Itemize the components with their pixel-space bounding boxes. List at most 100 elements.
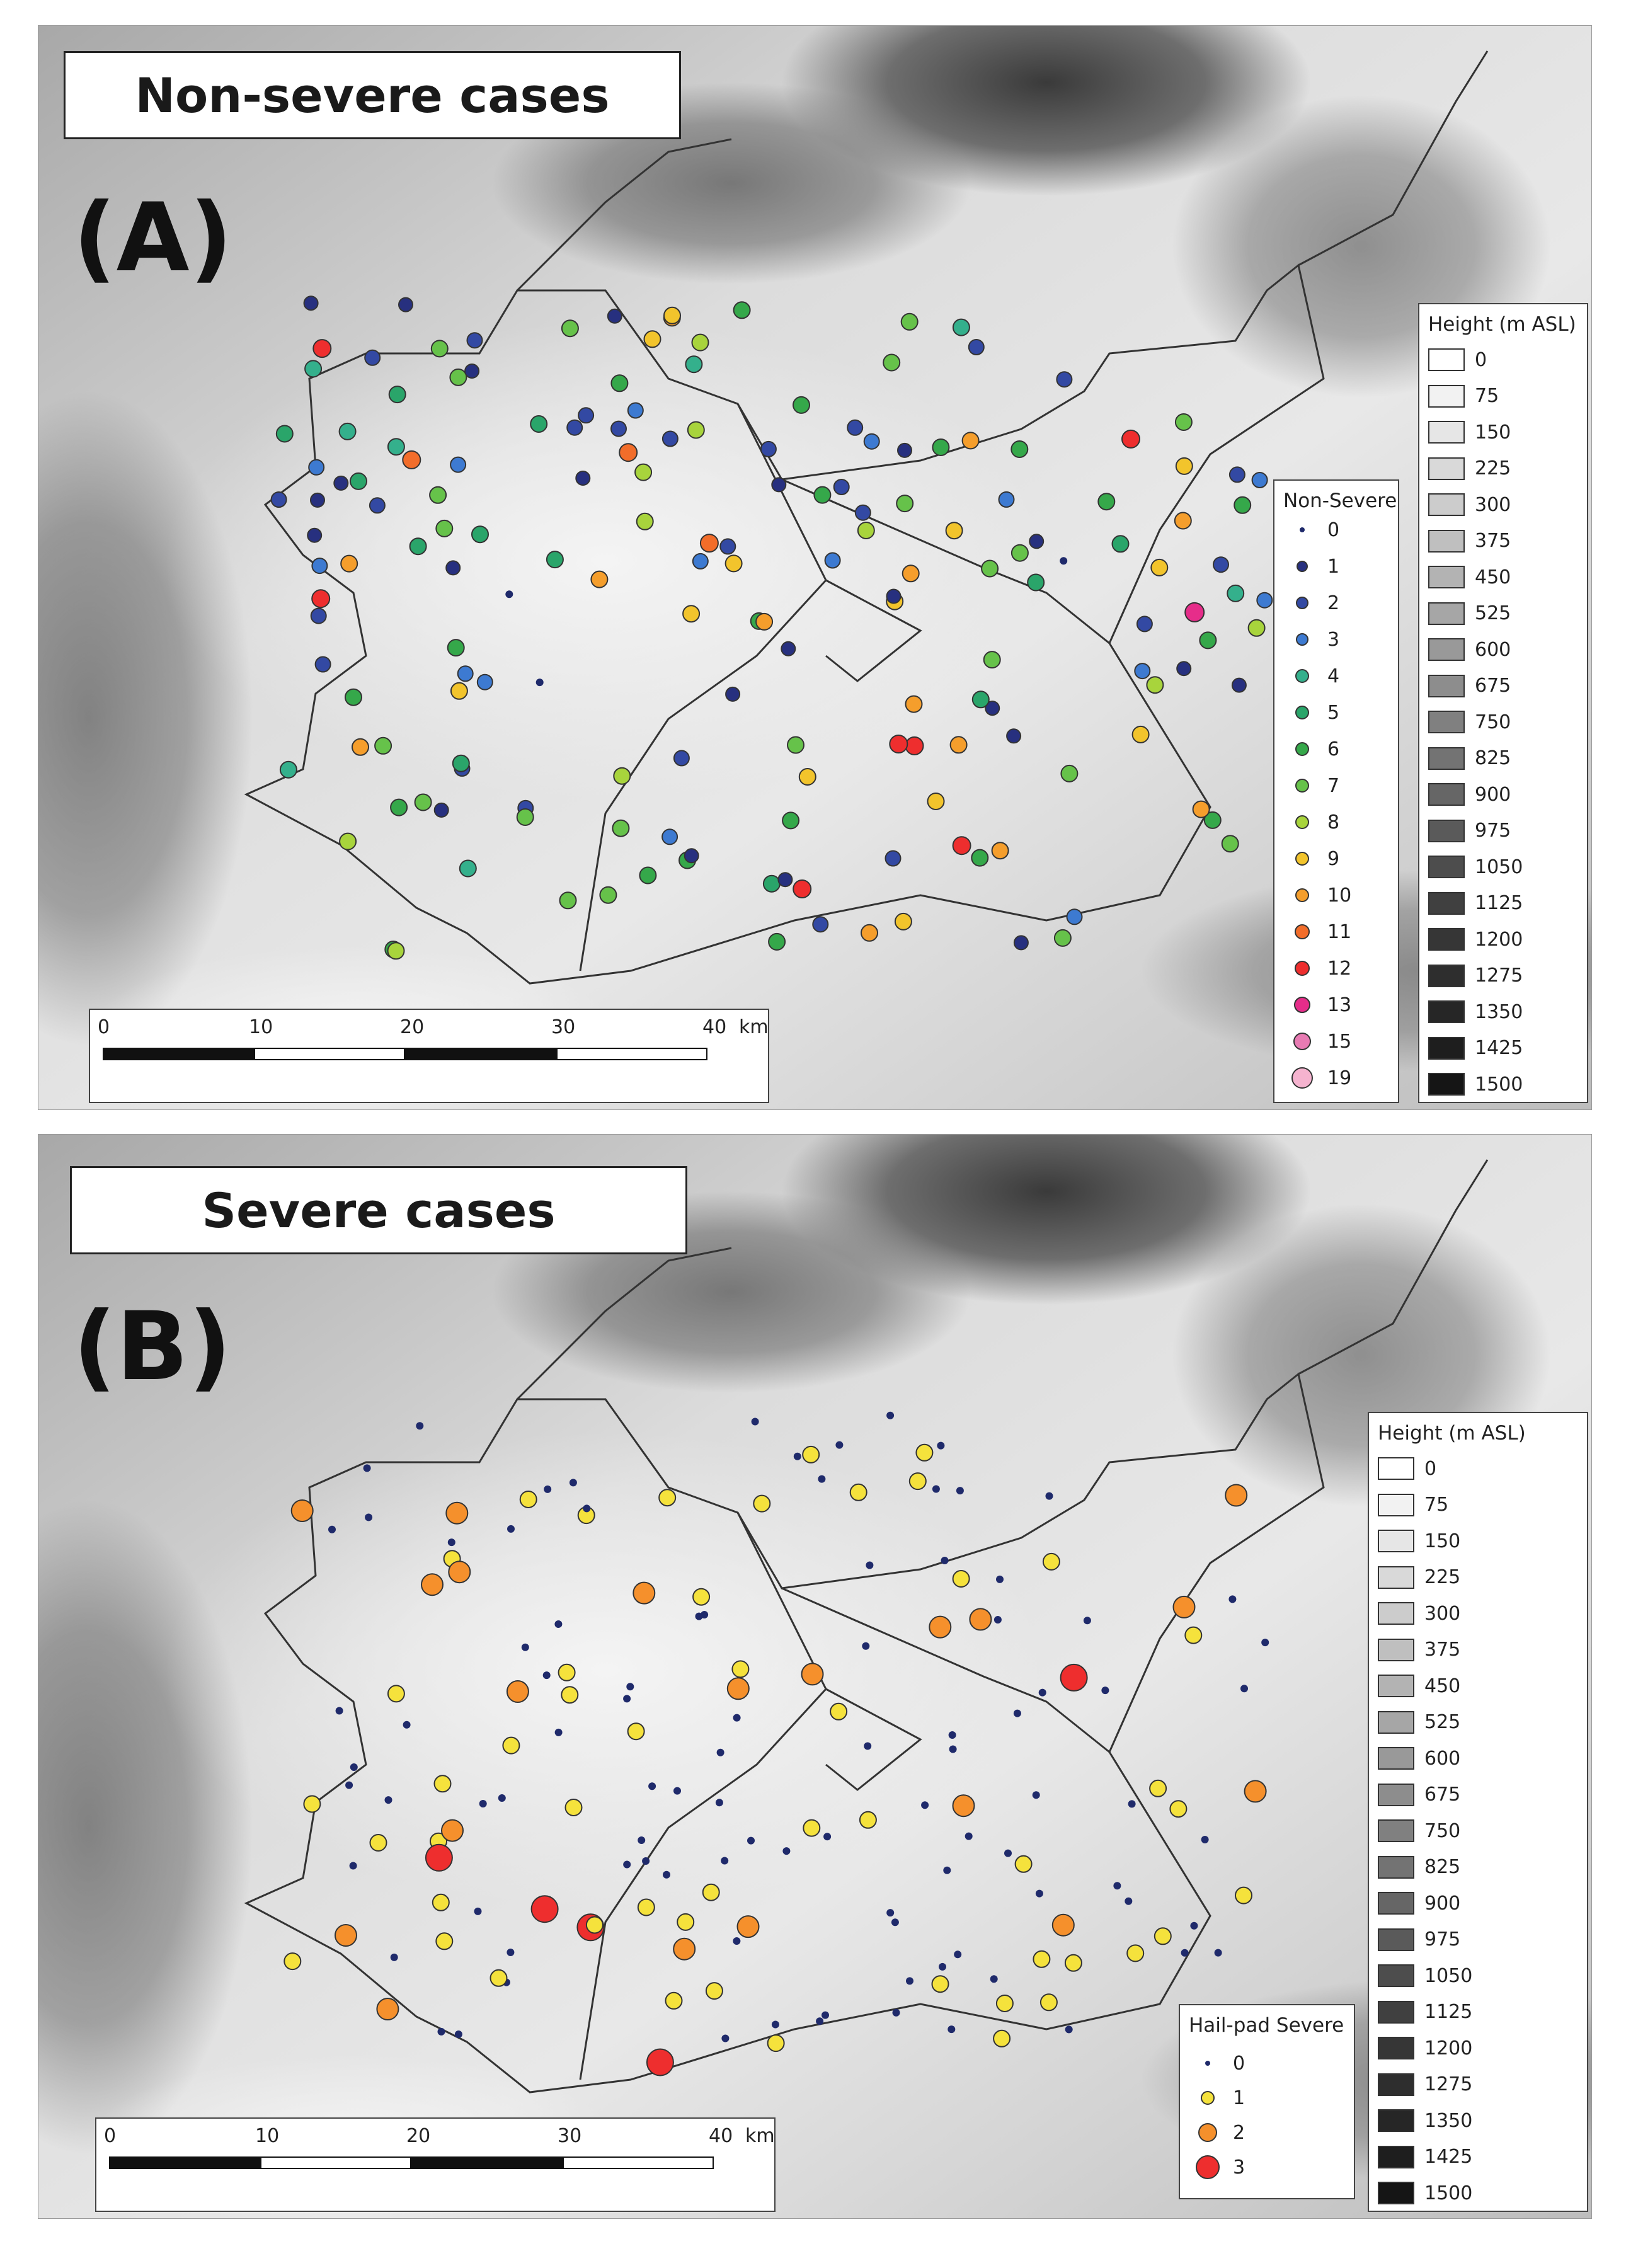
scale-unit: km xyxy=(745,2125,775,2147)
station-point xyxy=(1035,1889,1043,1898)
station-point xyxy=(416,1422,424,1430)
station-point xyxy=(952,1570,970,1588)
station-point xyxy=(275,425,294,443)
legend-marker xyxy=(1201,2091,1215,2105)
height-level-1500: 1500 xyxy=(1369,2179,1472,2207)
height-level-750: 750 xyxy=(1369,1817,1460,1845)
station-point xyxy=(583,1504,591,1513)
station-point xyxy=(731,1660,750,1678)
station-point xyxy=(474,1907,482,1915)
station-point xyxy=(661,828,678,845)
station-point xyxy=(627,402,644,419)
station-point xyxy=(445,1501,469,1525)
station-point xyxy=(1256,592,1273,609)
station-point xyxy=(684,848,699,864)
station-point xyxy=(1174,413,1193,431)
legend-class-15: 15 xyxy=(1274,1028,1351,1055)
height-level-label: 375 xyxy=(1424,1639,1461,1661)
station-point xyxy=(435,1932,454,1950)
legend-title: Height (m ASL) xyxy=(1428,313,1576,336)
station-point xyxy=(883,353,901,372)
station-point xyxy=(402,450,421,469)
station-point xyxy=(1251,472,1268,488)
station-point xyxy=(1011,544,1029,562)
station-point xyxy=(782,811,800,830)
station-point xyxy=(447,639,465,657)
station-point xyxy=(862,1642,870,1650)
station-point xyxy=(471,525,489,544)
station-point xyxy=(1240,1685,1248,1693)
station-point xyxy=(311,558,328,575)
station-point xyxy=(886,588,902,604)
station-point xyxy=(637,1898,655,1916)
scale-segment xyxy=(260,2156,411,2169)
height-swatch xyxy=(1428,819,1465,842)
station-point xyxy=(762,874,781,893)
station-point xyxy=(857,522,875,539)
station-point xyxy=(1126,1944,1145,1962)
station-point xyxy=(1181,1949,1189,1957)
legend-class-5: 5 xyxy=(1274,699,1339,726)
station-point xyxy=(1184,1626,1203,1644)
station-point xyxy=(725,686,741,702)
station-point xyxy=(937,1441,945,1450)
scale-segment xyxy=(405,1048,556,1060)
station-point xyxy=(1027,573,1045,592)
station-point xyxy=(900,312,919,331)
station-point xyxy=(854,504,871,521)
station-point xyxy=(906,1977,913,1985)
legend-label: 4 xyxy=(1327,665,1340,687)
height-swatch xyxy=(1378,1747,1414,1770)
height-level-label: 75 xyxy=(1424,1494,1449,1516)
height-swatch xyxy=(1378,2000,1414,2024)
station-point xyxy=(1154,1927,1172,1945)
station-point xyxy=(702,1883,720,1901)
legend-label: 8 xyxy=(1327,811,1340,833)
station-point xyxy=(998,491,1015,508)
height-level-label: 1275 xyxy=(1475,965,1523,987)
station-point xyxy=(971,849,989,867)
station-point xyxy=(896,495,914,513)
station-point xyxy=(328,1525,336,1533)
height-level-label: 1125 xyxy=(1475,892,1523,914)
legend-label: 3 xyxy=(1233,2156,1245,2179)
station-point xyxy=(685,355,703,374)
station-point xyxy=(384,1796,392,1804)
station-point xyxy=(818,1475,826,1483)
station-point xyxy=(1172,1595,1196,1618)
station-point xyxy=(954,1950,962,1959)
station-point xyxy=(1234,496,1252,514)
height-level-75: 75 xyxy=(1419,382,1499,410)
scale-bar: 0 10 20 30 40 km xyxy=(89,1009,769,1103)
height-swatch xyxy=(1378,1530,1414,1552)
station-points-a xyxy=(270,295,1273,960)
height-swatch xyxy=(1378,1602,1414,1625)
legend-marker xyxy=(1295,888,1309,902)
station-point xyxy=(643,330,661,348)
station-point xyxy=(787,736,804,754)
height-level-1050: 1050 xyxy=(1369,1962,1472,1990)
height-level-825: 825 xyxy=(1369,1853,1460,1881)
station-point xyxy=(929,1615,952,1639)
station-point xyxy=(430,340,449,358)
station-point xyxy=(490,1969,508,1987)
station-point xyxy=(648,1782,656,1790)
height-swatch xyxy=(1378,1566,1414,1589)
station-point xyxy=(304,360,323,378)
legend-class-9: 9 xyxy=(1274,845,1339,873)
station-point xyxy=(721,2034,730,2042)
station-point xyxy=(459,859,477,878)
legend-label: 11 xyxy=(1327,920,1352,943)
legend-label: 12 xyxy=(1327,957,1352,980)
height-level-label: 300 xyxy=(1424,1602,1461,1625)
station-point xyxy=(335,1924,357,1947)
station-point xyxy=(435,519,454,537)
station-point xyxy=(314,656,331,673)
height-swatch xyxy=(1428,529,1465,553)
station-point xyxy=(1097,493,1116,511)
station-point xyxy=(968,339,985,355)
station-point xyxy=(627,1722,645,1741)
station-point xyxy=(350,1763,358,1771)
station-point xyxy=(993,1616,1002,1624)
height-swatch xyxy=(1378,2182,1414,2204)
